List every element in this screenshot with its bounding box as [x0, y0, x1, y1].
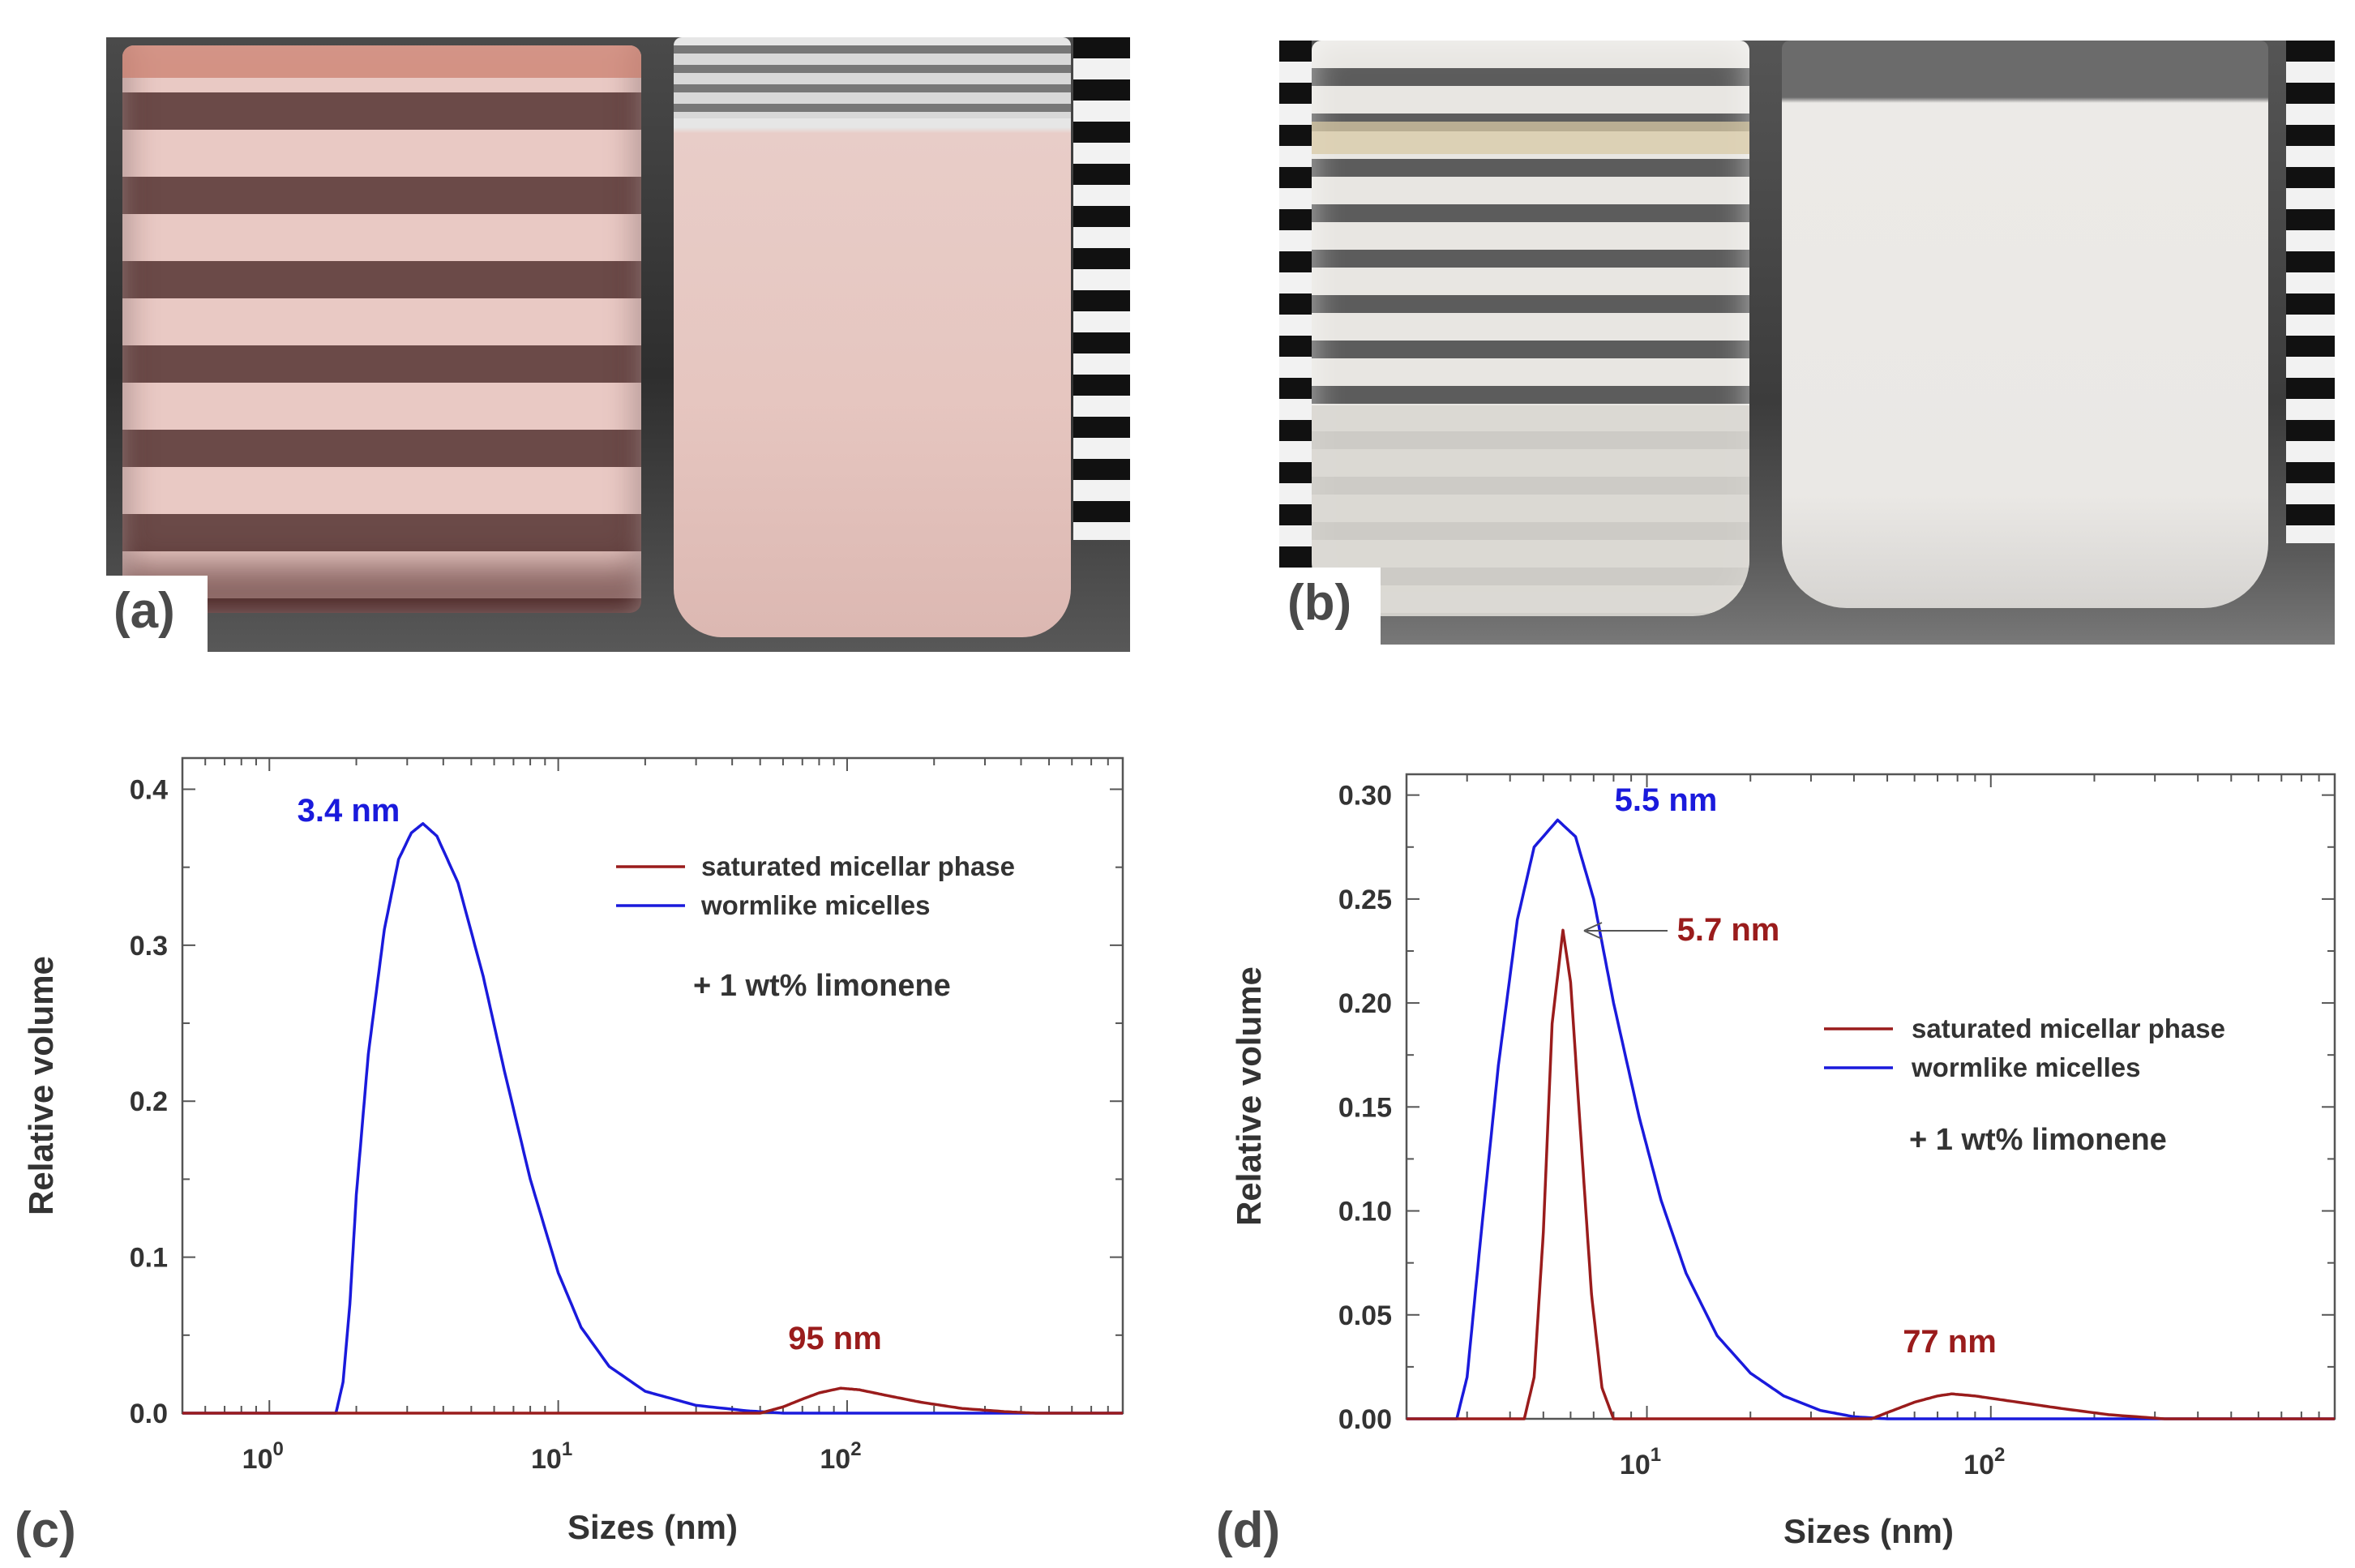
panel-label-a: (a) — [113, 583, 175, 639]
vial-wormlike-micelles-b — [1782, 41, 2268, 608]
legend-label: wormlike micelles — [700, 890, 930, 920]
limonene-note: + 1 wt% limonene — [693, 969, 951, 1003]
y-tick-label: 0.4 — [130, 774, 168, 805]
vial-saturated-micellar-phase-a — [122, 45, 641, 613]
y-tick-label: 0.05 — [1338, 1300, 1392, 1331]
series-saturated-micellar-phase — [1407, 928, 2335, 1420]
series-wormlike-micelles — [1407, 818, 2335, 1420]
y-tick-label: 0.30 — [1338, 781, 1392, 812]
x-tick-exponent: 1 — [1651, 1444, 1661, 1466]
y-tick-label: 0.3 — [130, 931, 168, 962]
peak-annotation: 77 nm — [1903, 1324, 1997, 1360]
y-tick-label: 0.15 — [1338, 1092, 1392, 1123]
panel-label-d: (d) — [1216, 1502, 1281, 1558]
panel-label-c: (c) — [15, 1502, 76, 1558]
x-tick-exponent: 2 — [850, 1438, 861, 1460]
x-tick-exponent: 2 — [1994, 1444, 2005, 1466]
series-saturated-micellar-phase — [182, 1386, 1123, 1415]
peak-annotation: 5.5 nm — [1615, 782, 1718, 818]
panel-label-b: (b) — [1287, 575, 1352, 631]
x-tick-exponent: 0 — [273, 1438, 284, 1460]
x-tick-label: 102 — [1963, 1444, 2005, 1480]
x-tick-label: 101 — [1620, 1444, 1661, 1480]
legend-label: wormlike micelles — [1911, 1052, 2140, 1082]
x-tick-exponent: 1 — [562, 1438, 572, 1460]
x-tick-label: 102 — [820, 1438, 861, 1475]
vial-wormlike-micelles-a — [674, 37, 1071, 637]
annotation-arrow-head — [1583, 922, 1603, 940]
y-axis-label: Relative volume — [22, 956, 60, 1215]
peak-annotation: 5.7 nm — [1677, 912, 1780, 948]
y-tick-label: 0.2 — [130, 1086, 168, 1117]
plot-frame — [1405, 773, 2336, 1420]
y-tick-label: 0.0 — [130, 1399, 168, 1429]
peak-annotation: 95 nm — [788, 1321, 882, 1356]
y-axis-label: Relative volume — [1230, 966, 1268, 1226]
legend-label: saturated micellar phase — [701, 851, 1015, 881]
y-tick-label: 0.25 — [1338, 885, 1392, 915]
legend-label: saturated micellar phase — [1912, 1013, 2225, 1043]
y-tick-label: 0.1 — [130, 1243, 168, 1274]
photo-panel-b — [1279, 41, 2335, 645]
x-tick-label: 101 — [531, 1438, 572, 1475]
x-axis-label: Sizes (nm) — [1783, 1512, 1954, 1550]
y-tick-label: 0.20 — [1338, 988, 1392, 1019]
series-wormlike-micelles — [182, 822, 1123, 1415]
limonene-note: + 1 wt% limonene — [1909, 1123, 2167, 1157]
peak-annotation: 3.4 nm — [298, 793, 400, 829]
x-axis-label: Sizes (nm) — [567, 1508, 738, 1546]
photo-panel-a — [106, 37, 1130, 652]
y-tick-label: 0.00 — [1338, 1404, 1392, 1435]
y-tick-label: 0.10 — [1338, 1197, 1392, 1227]
chart-d: 101 102 0.00 0.05 0.10 0.15 0.20 0.25 0.30 Relati… — [1230, 773, 2336, 1550]
x-tick-label: 100 — [242, 1438, 284, 1475]
